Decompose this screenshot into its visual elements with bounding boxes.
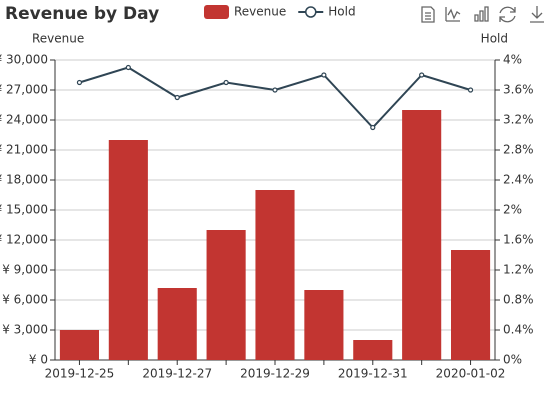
line-point bbox=[76, 79, 83, 86]
y-tick-label: ¥ 21,000 bbox=[0, 143, 48, 157]
data-view-icon[interactable] bbox=[421, 6, 435, 23]
y2-tick-label: 0% bbox=[503, 353, 522, 367]
bar bbox=[304, 290, 344, 360]
x-tick-label: 2019-12-25 bbox=[45, 367, 115, 381]
line-point bbox=[419, 72, 425, 78]
line-point bbox=[272, 87, 278, 93]
x-tick-label: 2020-01-02 bbox=[436, 367, 506, 381]
y2-axis-title: Hold bbox=[481, 32, 508, 46]
y2-tick-label: 2% bbox=[503, 203, 522, 217]
bar bbox=[206, 230, 246, 360]
y-tick-label: ¥ 24,000 bbox=[0, 113, 48, 127]
y-tick-label: ¥ 9,000 bbox=[2, 263, 48, 277]
y2-tick-label: 0.4% bbox=[503, 323, 534, 337]
x-tick-label: 2019-12-31 bbox=[338, 367, 408, 381]
y-tick-label: ¥ 27,000 bbox=[0, 83, 48, 97]
line-point bbox=[174, 94, 180, 101]
save-icon[interactable] bbox=[530, 6, 544, 23]
line-point bbox=[467, 87, 474, 93]
y2-tick-label: 3.2% bbox=[503, 113, 534, 127]
chart-title: Revenue by Day bbox=[5, 4, 159, 24]
bar bbox=[402, 110, 442, 360]
line-point bbox=[321, 72, 327, 78]
y2-tick-label: 3.6% bbox=[503, 83, 534, 97]
restore-icon[interactable] bbox=[499, 6, 516, 23]
bar bbox=[157, 288, 197, 360]
y-tick-label: ¥ 3,000 bbox=[2, 323, 48, 337]
y-tick-label: ¥ 15,000 bbox=[0, 203, 48, 217]
y2-tick-label: 1.6% bbox=[503, 233, 534, 247]
legend-swatch bbox=[305, 6, 317, 18]
y-tick-label: ¥ 18,000 bbox=[0, 173, 48, 187]
y-tick-label: ¥ 0 bbox=[29, 353, 48, 367]
bar bbox=[255, 190, 295, 360]
y-tick-label: ¥ 6,000 bbox=[2, 293, 48, 307]
line-point bbox=[125, 64, 131, 71]
line-point bbox=[223, 79, 229, 86]
bar bbox=[353, 340, 393, 360]
x-tick-label: 2019-12-29 bbox=[240, 367, 310, 381]
y-tick-label: ¥ 30,000 bbox=[0, 53, 48, 67]
toolbox[interactable] bbox=[421, 6, 544, 23]
line-point bbox=[370, 124, 376, 131]
y2-tick-label: 2.4% bbox=[503, 173, 534, 187]
y2-tick-label: 4% bbox=[503, 53, 522, 67]
legend-label[interactable]: Revenue bbox=[234, 5, 286, 19]
bar bbox=[59, 330, 99, 360]
y2-tick-label: 1.2% bbox=[503, 263, 534, 277]
line-icon[interactable] bbox=[445, 7, 461, 22]
y2-tick-label: 0.8% bbox=[503, 293, 534, 307]
y-axis-title: Revenue bbox=[32, 32, 84, 46]
legend-swatch bbox=[204, 5, 229, 19]
y2-tick-label: 2.8% bbox=[503, 143, 534, 157]
x-tick-label: 2019-12-27 bbox=[142, 367, 212, 381]
legend-label[interactable]: Hold bbox=[328, 5, 355, 19]
bar bbox=[451, 250, 491, 360]
bar-icon[interactable] bbox=[474, 6, 489, 22]
y-tick-label: ¥ 12,000 bbox=[0, 233, 48, 247]
bar bbox=[108, 140, 148, 360]
